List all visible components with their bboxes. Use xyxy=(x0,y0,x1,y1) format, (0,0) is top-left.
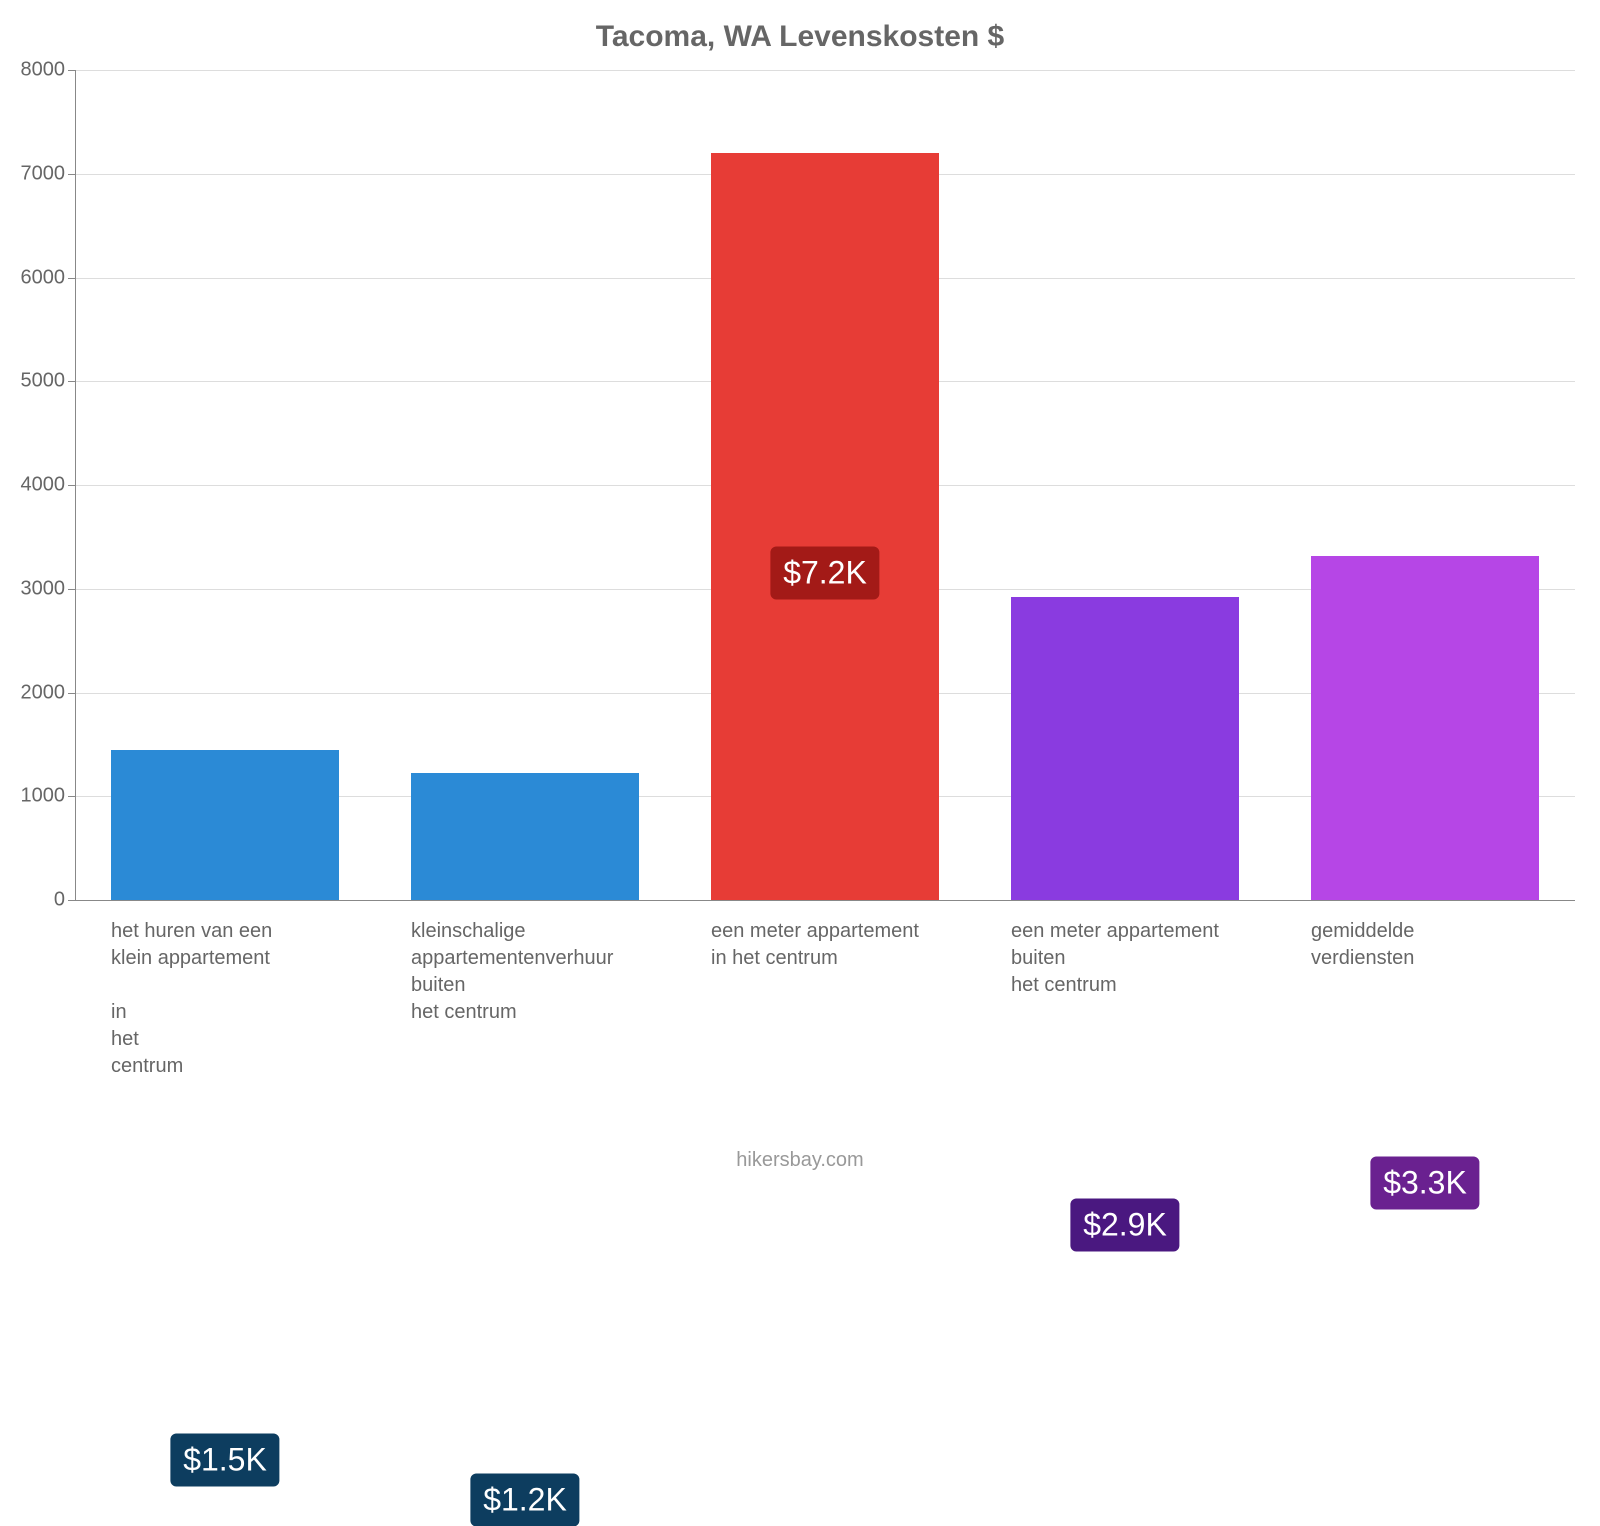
bar: $7.2K xyxy=(711,153,939,900)
x-axis-category-label-line: in het centrum xyxy=(711,945,979,972)
x-axis-category-label-line: appartementenverhuur xyxy=(411,945,679,972)
x-axis-category-label-line: centrum xyxy=(111,1053,379,1080)
x-axis-category-label-line: het xyxy=(111,1026,379,1053)
x-axis-category-label: het huren van eenklein appartement inhet… xyxy=(111,918,379,1080)
bar-value-label: $2.9K xyxy=(1070,1198,1179,1251)
x-axis-category-label-line: verdiensten xyxy=(1311,945,1579,972)
x-axis-category-label-line: het centrum xyxy=(1011,972,1279,999)
x-axis-labels: het huren van eenklein appartement inhet… xyxy=(75,918,1575,1148)
y-tick-label: 6000 xyxy=(21,266,76,289)
x-axis-category-label-line: kleinschalige xyxy=(411,918,679,945)
y-tick-label: 8000 xyxy=(21,59,76,82)
y-tick-label: 0 xyxy=(54,889,75,912)
x-axis-category-label-line: in xyxy=(111,999,379,1026)
x-axis-category-label: een meter appartementbuitenhet centrum xyxy=(1011,918,1279,999)
x-axis-category-label-line: buiten xyxy=(1011,945,1279,972)
x-axis-category-label-line: klein appartement xyxy=(111,945,379,972)
x-axis-category-label-line: een meter appartement xyxy=(1011,918,1279,945)
chart-container: Tacoma, WA Levenskosten $ 01000200030004… xyxy=(0,0,1600,1200)
x-axis-category-label-line: het centrum xyxy=(411,999,679,1026)
y-tick-label: 4000 xyxy=(21,474,76,497)
x-axis-category-label-line: buiten xyxy=(411,972,679,999)
chart-title: Tacoma, WA Levenskosten $ xyxy=(0,20,1600,54)
x-axis-category-label-line: een meter appartement xyxy=(711,918,979,945)
bar: $1.5K xyxy=(111,750,339,900)
x-axis-category-label: een meter appartementin het centrum xyxy=(711,918,979,972)
x-axis-category-label-line xyxy=(111,972,379,999)
y-tick-label: 7000 xyxy=(21,162,76,185)
x-axis-category-label-line: het huren van een xyxy=(111,918,379,945)
plot-area: 010002000300040005000600070008000$1.5K$1… xyxy=(75,70,1575,900)
y-tick-label: 1000 xyxy=(21,785,76,808)
y-tick-label: 5000 xyxy=(21,370,76,393)
x-axis-category-label: gemiddeldeverdiensten xyxy=(1311,918,1579,972)
x-axis-line xyxy=(75,900,1575,901)
bar-value-label: $1.5K xyxy=(170,1434,279,1487)
x-axis-category-label-line: gemiddelde xyxy=(1311,918,1579,945)
bar: $1.2K xyxy=(411,773,639,900)
bar: $2.9K xyxy=(1011,597,1239,900)
bar: $3.3K xyxy=(1311,556,1539,900)
footer-credit: hikersbay.com xyxy=(0,1149,1600,1172)
y-tick-label: 3000 xyxy=(21,577,76,600)
bar-value-label: $7.2K xyxy=(770,547,879,600)
bars-layer: $1.5K $1.2K $7.2K $2.9K $3.3K xyxy=(75,70,1575,900)
bar-value-label: $1.2K xyxy=(470,1473,579,1526)
x-axis-category-label: kleinschaligeappartementenverhuurbuitenh… xyxy=(411,918,679,1026)
y-tick-label: 2000 xyxy=(21,681,76,704)
